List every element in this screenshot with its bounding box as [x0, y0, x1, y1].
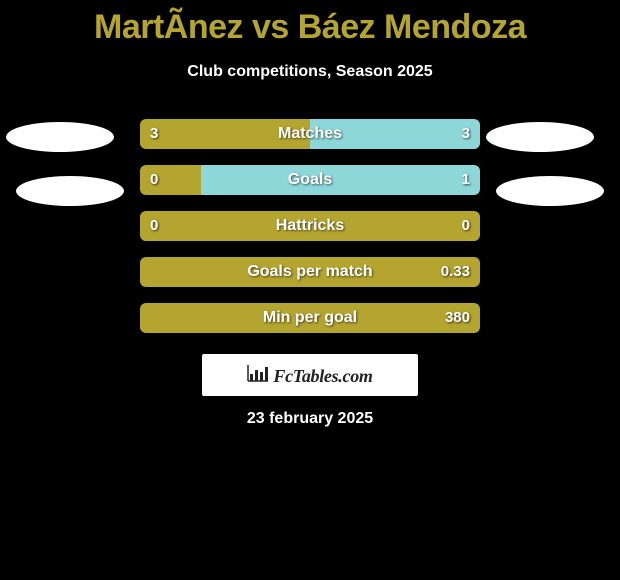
stat-value-right: 0	[462, 211, 470, 241]
stat-row: Goals01	[0, 165, 620, 195]
stat-row: Hattricks00	[0, 211, 620, 241]
stat-row: Goals per match0.33	[0, 257, 620, 287]
bar-left	[140, 303, 480, 333]
logo-text: FcTables.com	[273, 366, 372, 387]
bar-right	[201, 165, 480, 195]
stat-value-right: 1	[462, 165, 470, 195]
bar-track	[140, 257, 480, 287]
date-label: 23 february 2025	[0, 410, 620, 428]
bar-left	[140, 211, 480, 241]
stat-value-right: 0.33	[441, 257, 470, 287]
bar-right	[310, 119, 480, 149]
bar-left	[140, 257, 480, 287]
page-title: MartÃ­nez vs Báez Mendoza	[0, 0, 620, 47]
stat-value-right: 3	[462, 119, 470, 149]
stat-row: Min per goal380	[0, 303, 620, 333]
bar-left	[140, 119, 310, 149]
chart-icon	[247, 364, 269, 387]
stat-value-left: 3	[150, 119, 158, 149]
bar-track	[140, 303, 480, 333]
bar-track	[140, 165, 480, 195]
stat-row: Matches33	[0, 119, 620, 149]
stat-value-left: 0	[150, 165, 158, 195]
fctables-logo: FcTables.com	[202, 354, 418, 396]
bar-track	[140, 211, 480, 241]
bar-track	[140, 119, 480, 149]
page-subtitle: Club competitions, Season 2025	[0, 63, 620, 81]
stat-value-left: 0	[150, 211, 158, 241]
stat-value-right: 380	[445, 303, 470, 333]
